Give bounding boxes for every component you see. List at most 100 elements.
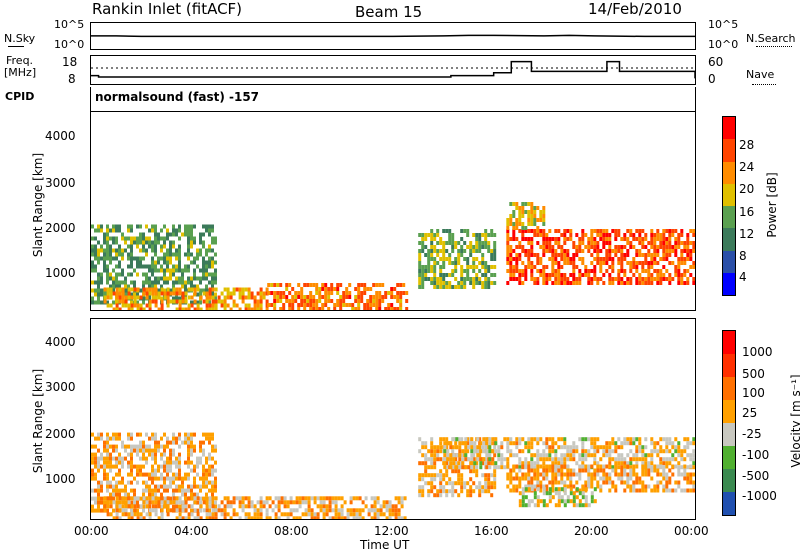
power-echo-cell-5 [536,226,540,230]
power-echo-cell-2 [354,287,358,291]
velocity-echo-cell-4 [635,476,639,481]
power-echo-cell-1 [250,295,254,300]
velocity-echo-cell-3 [488,465,492,470]
power-echo-cell-3 [454,257,458,261]
power-echo-cell-4 [668,233,672,237]
power-echo-cell-1 [205,291,209,296]
velocity-echo-cell-5 [557,503,561,508]
velocity-echo-cell-4 [542,476,546,481]
power-echo-cell-4 [605,237,609,241]
power-echo-cell-0 [166,260,169,265]
velocity-echo-cell-2 [439,489,443,494]
velocity-echo-cell-1 [220,500,224,505]
power-echo-cell-4 [656,261,660,265]
power-echo-cell-4 [512,277,516,281]
velocity-echo-cell-1 [160,508,164,513]
velocity-echo-cell-0 [103,476,106,481]
power-echo-cell-2 [369,287,373,291]
power-echo-cell-0 [157,232,160,237]
power-echo-cell-4 [659,269,663,273]
velocity-echo-cell-1 [136,512,140,517]
velocity-echo-cell-3 [686,465,690,470]
power-echo-cell-1 [121,303,125,308]
velocity-echo-cell-3 [692,449,695,454]
velocity-echo-cell-1 [298,516,302,519]
velocity-echo-cell-3 [638,441,642,446]
velocity-echo-cell-4 [506,484,510,489]
power-echo-cell-4 [680,233,684,237]
power-echo-cell-4 [596,241,600,245]
velocity-echo-cell-3 [620,445,624,450]
power-echo-cell-3 [469,241,473,245]
velocity-echo-cell-3 [683,457,687,462]
power-echo-cell-0 [166,236,169,241]
velocity-echo-cell-2 [457,477,461,482]
velocity-echo-cell-3 [680,465,684,470]
velocity-echo-cell-5 [590,495,594,500]
power-echo-cell-4 [602,257,606,261]
velocity-echo-cell-3 [650,453,654,458]
velocity-echo-cell-1 [154,500,158,505]
power-echo-cell-4 [662,277,666,281]
power-echo-cell-0 [175,276,178,281]
power-echo-cell-1 [223,287,227,292]
velocity-echo-cell-3 [683,437,687,442]
power-echo-cell-2 [390,303,394,307]
power-echo-cell-1 [154,295,158,300]
power-echo-cell-4 [512,269,516,273]
power-echo-cell-1 [223,303,227,308]
velocity-echo-cell-1 [133,496,137,501]
velocity-echo-cell-4 [671,472,675,477]
power-echo-cell-3 [487,249,491,253]
power-echo-cell-4 [539,273,543,277]
velocity-echo-cell-0 [142,480,145,485]
power-echo-cell-4 [644,253,648,257]
velocity-echo-cell-3 [587,453,591,458]
power-echo-cell-0 [127,284,130,289]
power-echo-cell-3 [472,277,476,281]
power-echo-cell-0 [91,288,94,293]
velocity-echo-cell-4 [575,472,579,477]
power-echo-cell-4 [677,245,681,249]
velocity-echo-cell-0 [91,508,94,513]
power-echo-cell-4 [581,257,585,261]
velocity-echo-cell-5 [536,487,540,492]
power-echo-cell-1 [160,299,164,304]
velocity-echo-cell-5 [533,495,537,500]
power-echo-cell-3 [478,241,482,245]
power-echo-cell-2 [396,283,400,287]
power-echo-cell-3 [454,265,458,269]
power-echo-cell-0 [145,240,148,245]
velocity-echo-cell-4 [575,480,579,485]
power-echo-cell-1 [118,299,122,304]
velocity-echo-cell-1 [139,504,143,509]
power-echo-cell-0 [118,260,121,265]
power-echo-cell-3 [421,277,425,281]
velocity-echo-cell-2 [433,461,437,466]
velocity-echo-cell-4 [578,488,582,493]
velocity-echo-cell-2 [451,445,455,450]
velocity-echo-cell-1 [205,508,209,513]
velocity-echo-cell-4 [632,488,636,493]
power-echo-cell-2 [288,291,292,295]
velocity-echo-cell-0 [208,456,211,461]
velocity-echo-cell-0 [130,508,133,513]
power-echo-cell-0 [145,264,148,269]
power-echo-cell-5 [527,222,531,226]
velocity-echo-cell-3 [464,437,468,442]
power-echo-cell-5 [527,202,531,206]
velocity-echo-cell-1 [214,512,218,517]
power-echo-cell-4 [596,277,600,281]
velocity-echo-cell-1 [340,496,344,501]
velocity-echo-cell-0 [142,488,145,493]
velocity-echo-cell-0 [151,452,154,457]
velocity-echo-cell-4 [677,484,681,489]
velocity-echo-cell-3 [563,461,567,466]
power-echo-cell-4 [650,265,654,269]
velocity-echo-cell-0 [166,468,169,473]
velocity-echo-cell-1 [397,500,401,505]
velocity-echo-cell-4 [680,488,684,493]
power-echo-cell-0 [139,224,142,229]
velocity-echo-cell-4 [539,488,543,493]
power-echo-cell-3 [433,257,437,261]
